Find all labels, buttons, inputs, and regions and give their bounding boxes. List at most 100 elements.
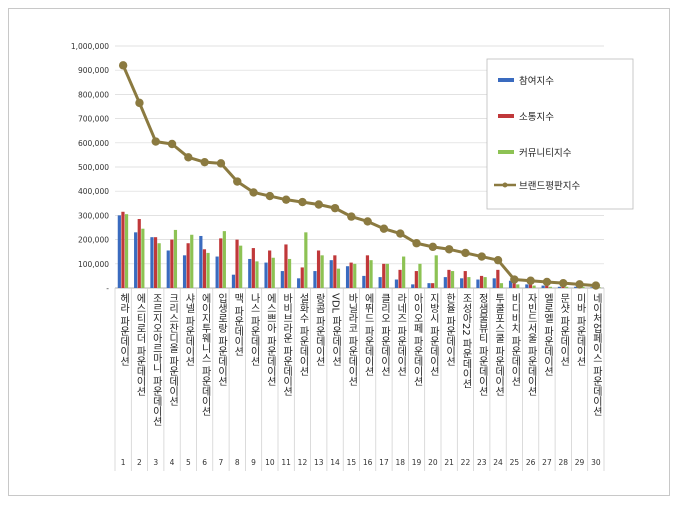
bar-community: [206, 252, 210, 288]
bar-participation: [574, 286, 578, 288]
bar-participation: [394, 279, 399, 288]
legend-swatch-community: [498, 150, 514, 154]
bar-community: [483, 277, 487, 288]
bar-community: [418, 263, 422, 288]
y-tick-label: 900,000: [78, 66, 109, 75]
category-number: 16: [363, 458, 373, 467]
brand-reputation-marker: [542, 277, 552, 287]
brand-reputation-marker: [510, 275, 519, 284]
bar-communication: [333, 255, 337, 288]
legend-label-brand-reputation: 브랜드평판지수: [519, 181, 580, 192]
category-label: 에스티로더 파운데이션: [134, 293, 146, 396]
y-tick-label: 300,000: [78, 211, 109, 220]
bar-participation: [329, 260, 333, 288]
legend-swatch-brand-marker: [502, 182, 508, 188]
bar-community: [239, 245, 243, 288]
category-label: VDL 파운데이션: [330, 293, 342, 366]
bar-community: [190, 234, 194, 288]
bar-community: [222, 231, 226, 288]
brand-reputation-marker: [249, 188, 258, 197]
bar-participation: [427, 283, 431, 288]
category-label: 투쿨포스쿨 파운데이션: [493, 293, 505, 396]
bar-community: [467, 277, 471, 288]
bar-communication: [153, 237, 158, 288]
category-number: 1: [121, 458, 126, 467]
category-number: 29: [575, 458, 585, 467]
brand-reputation-marker: [461, 248, 470, 258]
bar-communication: [186, 243, 190, 288]
brand-reputation-marker: [151, 137, 160, 146]
bar-communication: [235, 239, 239, 288]
bar-communication: [382, 263, 386, 288]
bar-communication: [431, 283, 435, 288]
y-tick-label: 700,000: [78, 115, 109, 124]
bar-participation: [541, 285, 545, 288]
bar-community: [271, 257, 275, 288]
y-tick-label: 100,000: [78, 260, 109, 269]
y-tick-label: 200,000: [78, 236, 109, 245]
bar-community: [369, 260, 373, 288]
legend-label-community: 커뮤니티지수: [519, 148, 572, 159]
bar-community: [581, 286, 585, 288]
bar-communication: [398, 269, 402, 288]
category-label: 설화수 파운데이션: [297, 293, 309, 376]
brand-reputation-marker: [363, 217, 372, 226]
bar-participation: [297, 278, 301, 288]
category-number: 15: [347, 458, 357, 467]
brand-reputation-marker: [444, 245, 454, 254]
brand-reputation-marker: [379, 224, 389, 233]
bar-communication: [202, 249, 207, 288]
category-label: 엘로엘 파운데이션: [541, 292, 553, 376]
category-label: 네이처업페이스 파운데이션: [590, 293, 602, 416]
brand-reputation-marker: [428, 242, 438, 252]
category-label: 입생로랑 파운데이션: [215, 292, 227, 386]
category-label: 맥 파운데이션: [232, 293, 244, 356]
bar-communication: [447, 269, 451, 288]
category-label: 조성아22 파운데이션: [460, 293, 472, 389]
y-axis-ticks: - 100,000 200,000 300,000 400,000 500,000 600,…: [71, 42, 109, 293]
bar-community: [402, 256, 406, 288]
bar-community: [434, 255, 438, 288]
bar-community: [516, 284, 520, 288]
category-number: 7: [219, 458, 224, 467]
brand-reputation-marker: [493, 255, 503, 265]
bar-community: [124, 214, 129, 288]
bar-communication: [121, 211, 125, 288]
bar-communication: [316, 250, 321, 288]
bar-community: [565, 286, 569, 288]
category-label: 나스 파운데이션: [248, 293, 260, 366]
bar-communication: [479, 275, 484, 288]
category-number: 21: [444, 458, 454, 467]
bar-communication: [365, 255, 370, 288]
category-label: 아이오페 파운데이션: [411, 293, 423, 386]
brand-reputation-marker: [233, 177, 242, 186]
bar-participation: [525, 284, 529, 288]
category-label: 지방시 파운데이션: [427, 293, 439, 376]
bar-community: [353, 263, 357, 288]
brand-reputation-marker: [135, 98, 144, 108]
bar-participation: [411, 284, 415, 288]
brand-reputation-marker: [314, 200, 323, 209]
bar-participation: [345, 266, 350, 288]
bar-communication: [349, 262, 353, 288]
category-number: 10: [265, 458, 275, 467]
x-axis: 헤라 파운데이션 1 에스티로더 파운데이션 2 조르지오아르마니 파운데이션 3 크리스찬…: [114, 288, 605, 471]
bar-communication: [512, 283, 516, 288]
bar-participation: [443, 277, 447, 288]
category-number: 6: [202, 458, 207, 467]
bar-communication: [251, 248, 255, 288]
bar-participation: [362, 275, 366, 288]
category-number: 19: [412, 458, 422, 467]
category-number: 9: [251, 458, 256, 467]
bar-community: [173, 229, 178, 288]
line-layer: [118, 61, 601, 290]
category-label: 비디비치 파운데이션: [509, 293, 521, 386]
bar-participation: [508, 280, 513, 288]
category-number: 11: [281, 458, 291, 467]
category-label: 한율 파운데이션: [444, 293, 456, 366]
category-label: 정샘물뷰티 파운데이션: [476, 293, 488, 396]
legend: 참여지수 소통지수 커뮤니티지수 브랜드평판지수: [486, 58, 634, 210]
brand-reputation-marker: [216, 159, 226, 168]
bar-participation: [313, 271, 317, 288]
bar-participation: [557, 286, 562, 288]
